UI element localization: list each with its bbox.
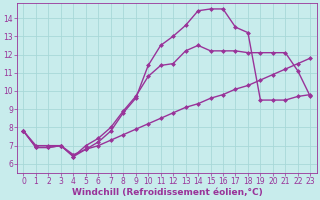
X-axis label: Windchill (Refroidissement éolien,°C): Windchill (Refroidissement éolien,°C): [72, 188, 262, 197]
